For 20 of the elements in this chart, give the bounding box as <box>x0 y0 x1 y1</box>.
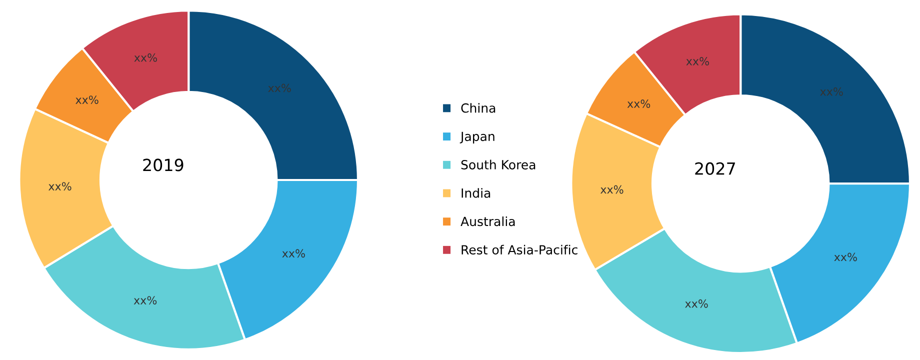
data-label: xx% <box>76 96 98 104</box>
legend-label: Australia <box>460 216 515 226</box>
data-label: xx% <box>134 296 157 304</box>
legend-label: India <box>462 188 490 198</box>
legend-label: Japan <box>460 132 494 144</box>
data-label: xx% <box>48 182 72 190</box>
data-label: xx% <box>686 57 709 66</box>
data-label: xx% <box>268 84 291 92</box>
legend-label: China <box>461 103 496 113</box>
data-label: xx% <box>134 53 157 62</box>
data-label: xx% <box>282 249 305 258</box>
legend-label: South Korea <box>461 160 536 170</box>
data-label: xx% <box>627 100 650 108</box>
data-label: xx% <box>834 252 857 262</box>
text: 2019 <box>143 158 184 172</box>
data-label: xx% <box>685 299 708 308</box>
data-label: xx% <box>600 185 624 194</box>
legend-label: Rest of Asia-Pacific <box>462 244 578 254</box>
data-label: xx% <box>820 87 843 96</box>
text: 2027 <box>695 162 735 175</box>
